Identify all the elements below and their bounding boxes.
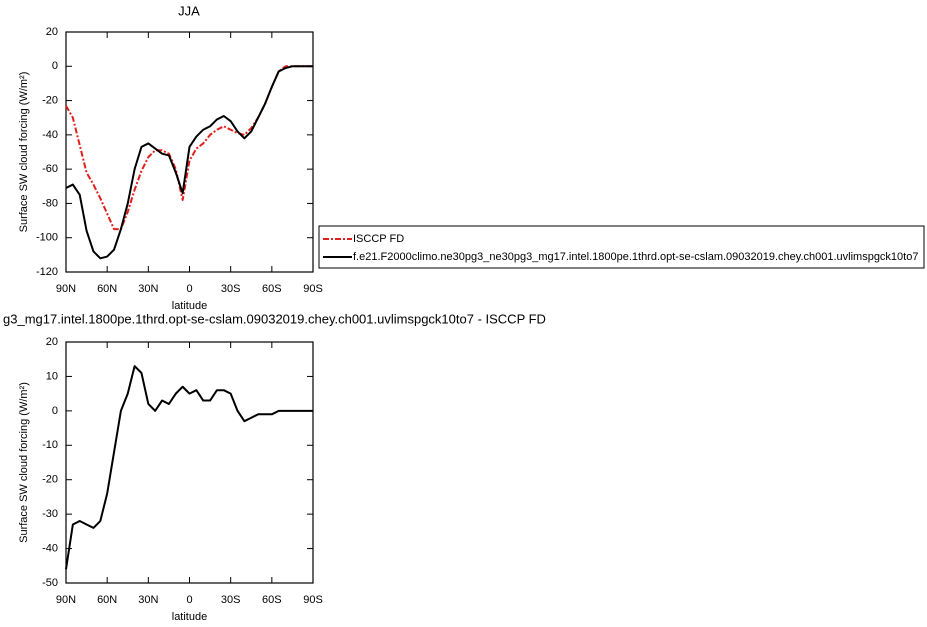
y-tick-label: -20 <box>42 94 58 106</box>
chart-title: JJA <box>178 3 200 18</box>
x-tick-label: 60N <box>97 283 117 295</box>
x-tick-label: 0 <box>186 594 192 606</box>
x-tick-label: 60N <box>97 594 117 606</box>
y-tick-label: 20 <box>46 26 58 38</box>
y-tick-label: -100 <box>36 232 58 244</box>
y-tick-label: -10 <box>42 439 58 451</box>
plot-frame <box>65 341 314 584</box>
x-axis-label: latitude <box>172 300 207 312</box>
y-tick-label: -40 <box>42 129 58 141</box>
x-tick-label: 30S <box>221 594 241 606</box>
x-tick-label: 30N <box>138 594 158 606</box>
x-tick-label: 30S <box>221 283 241 295</box>
data-line <box>65 65 313 260</box>
y-tick-label: -30 <box>42 508 58 520</box>
y-tick-label: 20 <box>46 336 58 348</box>
y-tick-label: -50 <box>42 577 58 589</box>
chart-title: g3_mg17.intel.1800pe.1thrd.opt-se-cslam.… <box>3 311 546 326</box>
x-tick-label: 90S <box>303 594 323 606</box>
x-axis-label: latitude <box>172 611 207 623</box>
y-tick-label: -40 <box>42 542 58 554</box>
y-tick-label: 0 <box>52 60 58 72</box>
legend-label: ISCCP FD <box>353 233 404 245</box>
legend-label: f.e21.F2000climo.ne30pg3_ne30pg3_mg17.in… <box>353 251 918 263</box>
y-axis-label: Surface SW cloud forcing (W/m²) <box>18 382 30 543</box>
x-tick-label: 90N <box>56 283 76 295</box>
y-tick-label: 10 <box>46 370 58 382</box>
x-tick-label: 0 <box>186 283 192 295</box>
y-tick-label: -20 <box>42 474 58 486</box>
y-tick-label: -80 <box>42 197 58 209</box>
y-axis-label: Surface SW cloud forcing (W/m²) <box>18 72 30 233</box>
y-tick-label: -60 <box>42 163 58 175</box>
x-tick-label: 90N <box>56 594 76 606</box>
x-tick-label: 90S <box>303 283 323 295</box>
x-tick-label: 30N <box>138 283 158 295</box>
y-tick-label: -120 <box>36 266 58 278</box>
legend-box <box>318 225 925 269</box>
x-tick-label: 60S <box>262 283 282 295</box>
x-tick-label: 60S <box>262 594 282 606</box>
data-line <box>65 365 313 570</box>
y-tick-label: 0 <box>52 405 58 417</box>
